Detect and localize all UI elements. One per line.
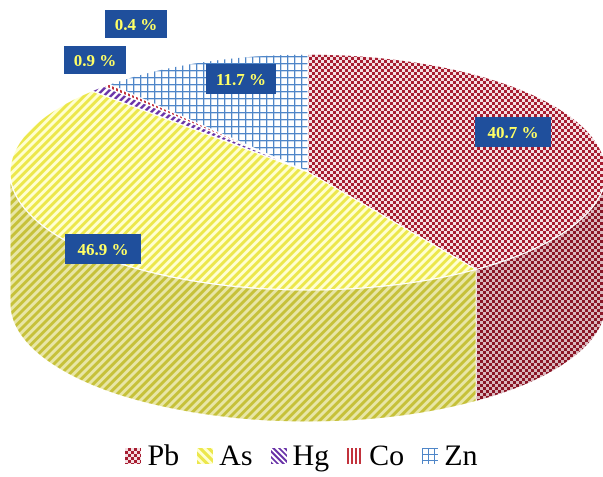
legend-label-as: As (219, 439, 253, 472)
data-label-text-as: 46.9 % (78, 240, 129, 259)
pie-slice-pb (307, 53, 603, 271)
data-label-box-co (105, 10, 167, 38)
legend-label-zn: Zn (444, 439, 478, 472)
legend-item-zn: Zn (422, 439, 478, 472)
data-label-as: 46.9 % (65, 234, 141, 264)
data-label-text-pb: 40.7 % (488, 123, 539, 142)
legend-swatch-co (347, 448, 364, 464)
data-label-text-hg: 0.9 % (74, 51, 117, 70)
legend-item-co: Co (347, 441, 404, 471)
data-label-box-hg (64, 46, 126, 74)
data-label-zn: 11.7 % (206, 64, 276, 94)
legend: Pb As Hg Co Zn (0, 436, 603, 476)
data-label-box-zn (206, 64, 276, 94)
pie-chart: 40.7 % 46.9 % 0.9 % 0.4 % 11.7 % (9, 10, 603, 423)
legend-swatch-hg (270, 448, 287, 464)
legend-label-co: Co (369, 439, 405, 472)
legend-swatch-zn (422, 448, 439, 464)
legend-label-hg: Hg (292, 439, 330, 472)
data-label-box-pb (475, 117, 551, 147)
legend-label-pb: Pb (147, 439, 180, 472)
data-label-box-as (65, 234, 141, 264)
data-label-hg: 0.9 % (64, 46, 126, 74)
legend-item-hg: Hg (270, 439, 330, 472)
data-label-text-co: 0.4 % (115, 15, 158, 34)
legend-swatch-as (197, 448, 214, 464)
data-label-pb: 40.7 % (475, 117, 551, 147)
data-label-text-zn: 11.7 % (216, 70, 266, 89)
legend-item-pb: Pb (125, 441, 179, 471)
legend-swatch-pb (125, 448, 142, 464)
legend-item-as: As (197, 439, 253, 472)
data-label-co: 0.4 % (105, 10, 167, 38)
